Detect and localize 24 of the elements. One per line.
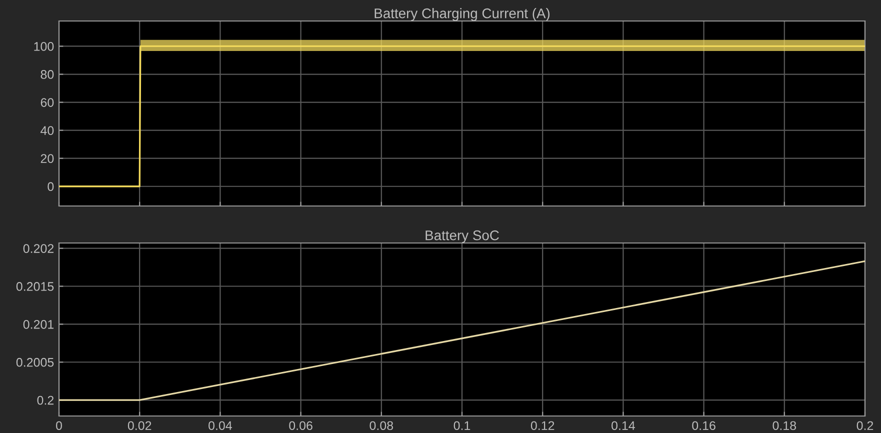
y-tick-label: 40 xyxy=(40,126,54,135)
y-tick-label: 80 xyxy=(40,70,54,79)
y-tick-label: 0.2015 xyxy=(16,282,54,291)
chart-title: Battery SoC xyxy=(426,230,499,243)
x-tick-label: 0.2 xyxy=(856,421,874,430)
x-tick-label: 0 xyxy=(56,421,62,430)
y-tick-label: 0.2 xyxy=(37,396,54,405)
x-tick-label: 0.14 xyxy=(612,421,635,430)
y-tick-label: 20 xyxy=(40,154,54,163)
x-tick-label: 0.12 xyxy=(530,421,554,430)
y-tick-label: 0 xyxy=(48,182,54,192)
x-tick-label: 0.08 xyxy=(370,421,394,430)
x-tick-label: 0.02 xyxy=(128,421,152,430)
y-tick-label: 0.201 xyxy=(23,320,54,329)
y-tick-label: 0.2005 xyxy=(16,358,54,367)
chart-title: Battery Charging Current (A) xyxy=(374,8,550,21)
y-tick-label: 0.202 xyxy=(23,244,54,253)
y-tick-label: 100 xyxy=(34,42,54,51)
x-tick-label: 0.06 xyxy=(289,421,312,430)
x-tick-label: 0.16 xyxy=(692,421,716,430)
x-tick-label: 0.18 xyxy=(772,421,796,430)
y-tick-label: 60 xyxy=(40,98,54,107)
x-tick-label: 0.04 xyxy=(208,421,232,430)
x-tick-label: 0.1 xyxy=(454,421,470,430)
